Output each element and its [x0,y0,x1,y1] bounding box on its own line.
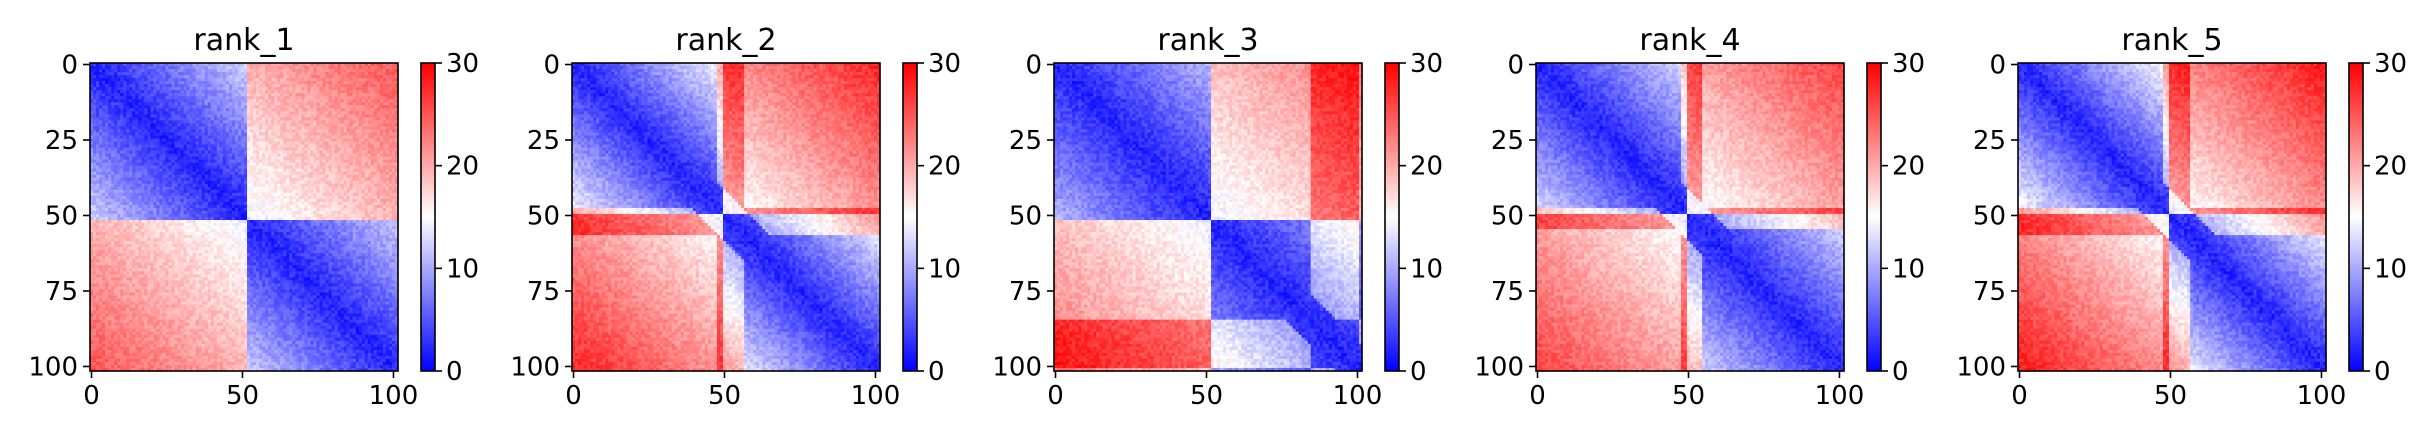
heatmap-cells-rank_1 [90,63,399,372]
